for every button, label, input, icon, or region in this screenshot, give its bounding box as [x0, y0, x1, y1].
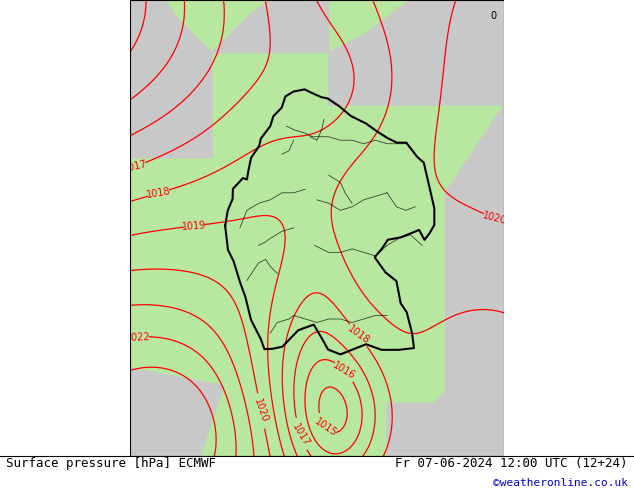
Text: 1015: 1015: [106, 98, 133, 117]
Text: 1023: 1023: [96, 474, 123, 490]
Polygon shape: [328, 0, 504, 105]
Text: 1016: 1016: [98, 137, 124, 153]
Polygon shape: [130, 0, 504, 456]
Text: 1020: 1020: [252, 398, 270, 424]
Text: 0: 0: [491, 10, 497, 21]
Text: 1014: 1014: [86, 75, 112, 95]
Polygon shape: [446, 105, 504, 456]
Polygon shape: [130, 368, 224, 456]
Text: 1021: 1021: [89, 304, 115, 318]
Text: 1017: 1017: [290, 422, 311, 448]
Text: 1019: 1019: [182, 220, 207, 232]
Text: ©weatheronline.co.uk: ©weatheronline.co.uk: [493, 478, 628, 488]
Text: Fr 07-06-2024 12:00 UTC (12+24): Fr 07-06-2024 12:00 UTC (12+24): [395, 457, 628, 469]
Text: 1018: 1018: [346, 324, 372, 346]
Text: 1016: 1016: [332, 360, 358, 381]
Text: 1018: 1018: [146, 186, 171, 200]
Text: Surface pressure [hPa] ECMWF: Surface pressure [hPa] ECMWF: [6, 457, 216, 469]
Polygon shape: [212, 0, 328, 52]
Polygon shape: [387, 333, 504, 456]
Polygon shape: [130, 0, 212, 158]
Text: 1017: 1017: [122, 159, 148, 174]
Text: 1020: 1020: [481, 211, 508, 226]
Text: 1022: 1022: [126, 332, 151, 343]
Text: 1015: 1015: [313, 416, 339, 439]
